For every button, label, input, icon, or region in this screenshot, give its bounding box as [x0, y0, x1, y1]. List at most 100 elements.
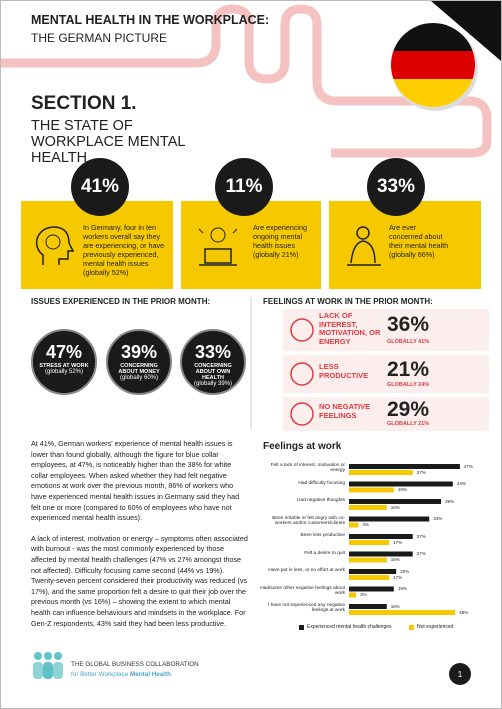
- value-label: 16%: [390, 504, 400, 510]
- value-label: 17%: [393, 539, 403, 545]
- plot: [349, 464, 460, 615]
- bar: [349, 464, 460, 469]
- bar: [349, 470, 413, 475]
- chart: Feelings at work Felt a lack of interest…: [259, 441, 491, 637]
- feeling-value: 21%: [387, 358, 430, 381]
- category-label: Had difficulty focusing: [298, 480, 345, 486]
- category-label: Felt a lack of interest, motivation or e…: [270, 463, 345, 474]
- stat-card: [329, 201, 481, 289]
- stat-text: In Germany, four in ten workers overall …: [83, 223, 165, 277]
- bar: [349, 505, 387, 510]
- value-label: 16%: [390, 603, 400, 609]
- logo: [33, 652, 63, 679]
- feeling-value: 36%: [387, 313, 430, 336]
- issues-title: ISSUES EXPERIENCED IN THE PRIOR MONTH:: [31, 297, 211, 306]
- chart-title: Feelings at work: [263, 441, 342, 452]
- value-label: 39%: [445, 498, 455, 504]
- feeling-row: NO NEGATIVE FEELINGS 29% GLOBALLY 21%: [283, 397, 489, 431]
- feeling-global: GLOBALLY 41%: [387, 339, 430, 345]
- category-label: Had/some other negative feelings about w…: [260, 585, 345, 596]
- bar: [349, 534, 413, 539]
- footer-org: THE GLOBAL BUSINESS COLLABORATION: [71, 661, 199, 668]
- section-subtitle: THE STATE OF WORKPLACE MENTAL HEALTH: [31, 118, 185, 166]
- icon-head: [35, 226, 75, 265]
- value-label: 17%: [393, 574, 403, 580]
- corner: [431, 1, 501, 61]
- stat-text: Are experiencing ongoing mental health i…: [253, 223, 307, 259]
- value-label: 34%: [433, 516, 443, 521]
- feeling-label: NO NEGATIVE FEELINGS: [319, 402, 371, 420]
- value-label: 45%: [459, 609, 469, 615]
- footer-tagline: for Better Workplace Mental Health: [71, 671, 171, 678]
- feeling-label: LESS PRODUCTIVE: [319, 362, 369, 380]
- section-title: SECTION 1.: [31, 93, 137, 114]
- issue-circle: 33% CONCERNING ABOUT OWN HEALTH (globally …: [180, 329, 246, 395]
- bar: [349, 557, 387, 563]
- value-label: 20%: [400, 568, 410, 574]
- feeling-icon: [290, 318, 314, 342]
- legend-swatch: [299, 625, 304, 630]
- bar: [349, 604, 387, 609]
- header-title: MENTAL HEALTH IN THE WORKPLACE:: [31, 13, 270, 27]
- page-number: 1: [449, 663, 471, 685]
- stat-card: [181, 201, 321, 289]
- stat-value: 33%: [367, 158, 425, 216]
- feeling-row: LACK OF INTEREST, MOTIVATION, OR ENERGY …: [283, 309, 489, 351]
- feeling-global: GLOBALLY 21%: [387, 421, 430, 427]
- value-label: 27%: [416, 469, 426, 475]
- category-label: Had negative thoughts: [296, 498, 345, 503]
- issue-circle: 39% CONCERNING ABOUT MONEY (globally 60%): [106, 329, 172, 395]
- value-label: 19%: [397, 586, 407, 591]
- paragraph: A lack of interest, motivation or energy…: [31, 533, 248, 628]
- bar: [349, 516, 430, 522]
- feeling-row: LESS PRODUCTIVE 21% GLOBALLY 24%: [283, 355, 489, 393]
- tagline-bold: Mental Health: [130, 671, 171, 678]
- icon-person: [347, 226, 381, 266]
- feeling-icon: [290, 362, 314, 386]
- category-label: Been irritable or felt angry with co-wor…: [272, 515, 345, 526]
- category-label: I have not experienced any negative feel…: [267, 603, 345, 614]
- feeling-label: LACK OF INTEREST, MOTIVATION, OR ENERGY: [319, 311, 381, 346]
- issue-value: 33%: [194, 342, 232, 362]
- value-label: 47%: [463, 463, 473, 469]
- category-label: Felt a desire to quit: [304, 550, 345, 556]
- bar: [349, 586, 394, 592]
- tagline: for Better Workplace: [71, 671, 129, 678]
- legend-label: Experienced mental health challenges: [307, 624, 392, 630]
- value-label: 27%: [416, 551, 426, 556]
- bar: [349, 481, 453, 487]
- value-label: 16%: [390, 557, 400, 562]
- paragraph: At 41%, German workers' experience of me…: [31, 439, 240, 523]
- bar: [349, 610, 456, 615]
- value-label: 19%: [397, 487, 407, 492]
- value-label: 44%: [456, 481, 466, 486]
- bar: [349, 592, 357, 598]
- value-label: 27%: [416, 533, 426, 539]
- bar: [349, 522, 359, 528]
- value-label: 3%: [360, 592, 367, 597]
- bar: [349, 569, 397, 574]
- issue-global: (globally 39%): [193, 381, 233, 387]
- legend-label: Not experienced: [417, 624, 454, 630]
- bar: [349, 499, 442, 504]
- issue-label: CONCERNING ABOUT OWN HEALTH: [194, 363, 232, 381]
- value-label: 4%: [362, 522, 369, 527]
- header-subtitle: THE GERMAN PICTURE: [31, 31, 168, 45]
- issue-value: 47%: [45, 342, 83, 362]
- bar: [349, 487, 394, 493]
- issue-global: (globally 52%): [44, 369, 84, 375]
- feelings-title: FEELINGS AT WORK IN THE PRIOR MONTH:: [263, 297, 433, 306]
- icon-laptop: [198, 227, 238, 266]
- curve: [1, 4, 492, 158]
- stat-value: 11%: [215, 158, 273, 216]
- feeling-value: 29%: [387, 398, 430, 421]
- issue-circle: 47% STRESS AT WORK (globally 52%): [31, 329, 97, 395]
- feeling-global: GLOBALLY 24%: [387, 382, 430, 388]
- stat-text: Are ever concerned about their mental he…: [389, 223, 449, 259]
- body: At 41%, German workers' experience of me…: [31, 439, 249, 639]
- issue-label: STRESS AT WORK: [39, 363, 89, 369]
- bar: [349, 575, 390, 580]
- bar: [349, 551, 413, 557]
